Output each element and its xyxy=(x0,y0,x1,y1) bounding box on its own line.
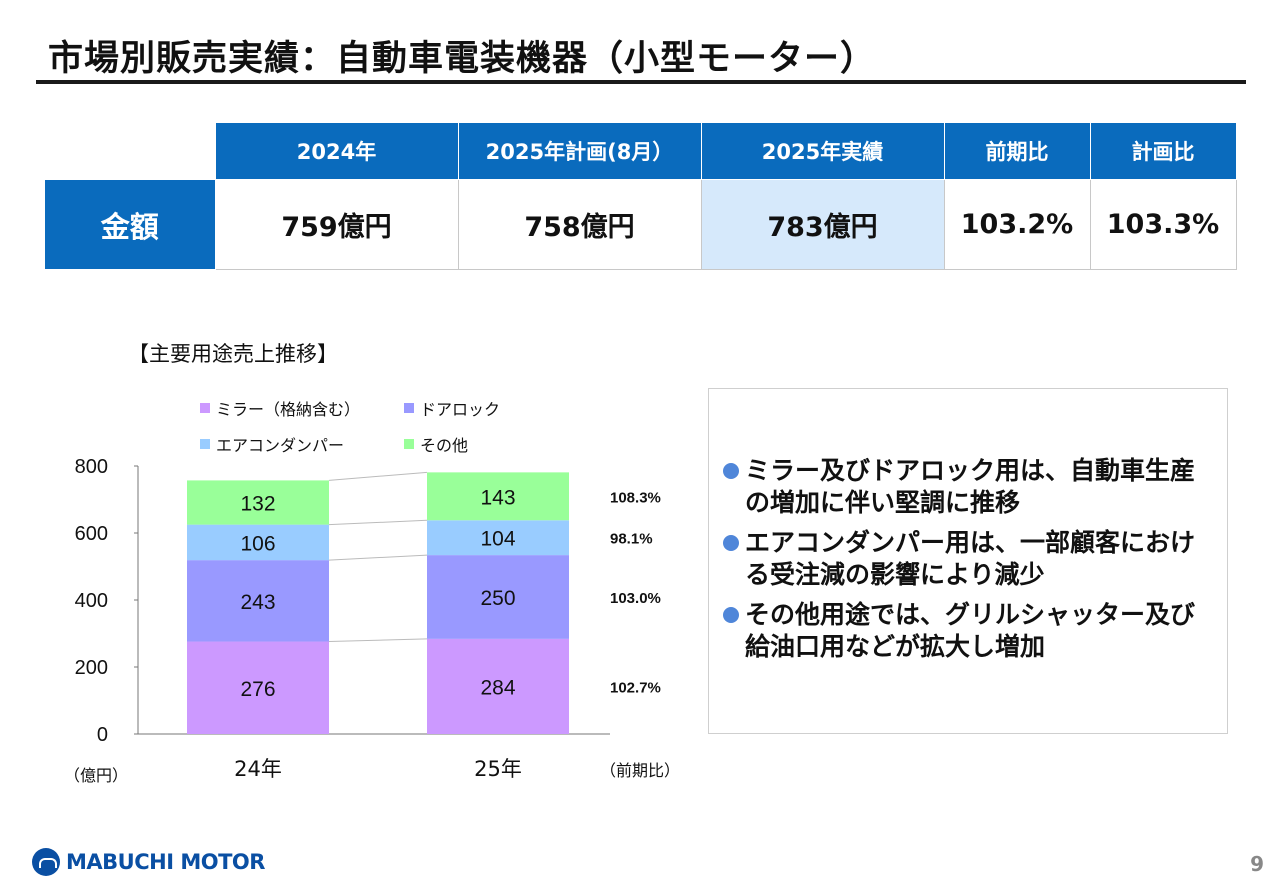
summary-header-row: 2024年 2025年計画(8月） 2025年実績 前期比 計画比 xyxy=(44,122,1237,180)
legend-item-aircon-damper: エアコンダンパー xyxy=(200,432,344,456)
legend-item-mirror: ミラー（格納含む） xyxy=(200,396,360,420)
connector-line xyxy=(328,638,428,643)
x-tick-label: 25年 xyxy=(474,757,522,781)
legend-item-doorlock: ドアロック xyxy=(404,396,500,420)
x-tick-label: 24年 xyxy=(234,757,282,781)
bar-segment xyxy=(427,638,569,734)
connector-line xyxy=(328,554,428,561)
legend-label-other: その他 xyxy=(420,436,469,455)
yoy-label: 98.1% xyxy=(610,531,653,548)
page-title: 市場別販売実績：自動車電装機器（小型モーター） xyxy=(48,39,877,79)
legend-label-doorlock: ドアロック xyxy=(420,400,501,419)
y-axis-unit-label: （億円） xyxy=(64,766,129,785)
bar-segment xyxy=(187,524,329,561)
summary-amount-row: 金額 759億円 758億円 783億円 103.2% 103.3% xyxy=(44,179,1237,270)
yoy-label: 102.7% xyxy=(610,679,661,696)
data-label: 243 xyxy=(240,591,275,614)
summary-value-2025-plan: 758億円 xyxy=(457,179,702,270)
bullet-dot-icon xyxy=(723,535,739,551)
commentary-text: エアコンダンパー用は、一部顧客における受注減の影響により減少 xyxy=(745,528,1196,589)
y-tick-label: 400 xyxy=(75,590,108,612)
yoy-label: 108.3% xyxy=(610,489,661,506)
bar-segment xyxy=(427,555,569,639)
y-tick-label: 200 xyxy=(75,657,108,679)
data-label: 284 xyxy=(480,676,515,699)
bar-segment xyxy=(427,520,569,556)
summary-row-label: 金額 xyxy=(44,179,216,270)
y-tick-label: 800 xyxy=(75,456,108,478)
summary-value-yoy: 103.2% xyxy=(943,179,1091,270)
legend-swatch-mirror xyxy=(200,403,210,413)
yoy-label: 103.0% xyxy=(610,590,661,607)
commentary-list: ミラー及びドアロック用は、自動車生産の増加に伴い堅調に推移 エアコンダンパー用は… xyxy=(723,455,1213,671)
summary-corner xyxy=(44,122,215,180)
bullet-dot-icon xyxy=(723,607,739,623)
bar-segment xyxy=(187,560,329,642)
y-tick-label: 0 xyxy=(97,724,108,746)
data-label: 250 xyxy=(480,587,515,610)
legend-swatch-aircon-damper xyxy=(200,439,210,449)
legend-label-mirror: ミラー（格納含む） xyxy=(216,400,361,419)
page-number: 9 xyxy=(1250,852,1264,876)
legend-label-aircon-damper: エアコンダンパー xyxy=(216,436,345,455)
company-logo-text: MABUCHI MOTOR xyxy=(66,850,265,874)
bar-segment xyxy=(187,641,329,734)
data-label: 106 xyxy=(240,532,275,555)
bar-segment xyxy=(427,472,569,521)
legend-item-other: その他 xyxy=(404,432,468,456)
summary-value-2024: 759億円 xyxy=(214,179,459,270)
commentary-text: ミラー及びドアロック用は、自動車生産の増加に伴い堅調に推移 xyxy=(745,456,1196,517)
commentary-item-aircon-damper: エアコンダンパー用は、一部顧客における受注減の影響により減少 xyxy=(723,527,1213,591)
company-logo: MABUCHI MOTOR xyxy=(32,848,265,876)
summary-header-2025-actual: 2025年実績 xyxy=(700,122,945,180)
summary-header-vs-plan: 計画比 xyxy=(1089,122,1237,180)
summary-table: 2024年 2025年計画(8月） 2025年実績 前期比 計画比 金額 759… xyxy=(44,122,1237,270)
title-divider xyxy=(36,80,1246,84)
data-label: 276 xyxy=(240,678,275,701)
legend-swatch-doorlock xyxy=(404,403,414,413)
bar-segment xyxy=(187,480,329,525)
connector-line xyxy=(328,519,428,526)
summary-value-2025-actual: 783億円 xyxy=(700,179,945,270)
commentary-box: ミラー及びドアロック用は、自動車生産の増加に伴い堅調に推移 エアコンダンパー用は… xyxy=(708,388,1228,734)
summary-value-vs-plan: 103.3% xyxy=(1089,179,1237,270)
data-label: 104 xyxy=(480,528,515,551)
data-label: 132 xyxy=(240,493,275,516)
connector-line xyxy=(328,471,428,481)
legend-swatch-other xyxy=(404,439,414,449)
data-label: 143 xyxy=(480,486,515,509)
bullet-dot-icon xyxy=(723,463,739,479)
commentary-text: その他用途では、グリルシャッター及び給油口用などが拡大し増加 xyxy=(745,600,1196,661)
y-tick-label: 600 xyxy=(75,523,108,545)
yoy-column-label: （前期比） xyxy=(600,761,681,780)
commentary-item-other: その他用途では、グリルシャッター及び給油口用などが拡大し増加 xyxy=(723,599,1213,663)
chart-heading: 【主要用途売上推移】 xyxy=(128,342,338,366)
mabuchi-logo-icon xyxy=(32,848,60,876)
commentary-item-mirror-doorlock: ミラー及びドアロック用は、自動車生産の増加に伴い堅調に推移 xyxy=(723,455,1213,519)
summary-header-yoy: 前期比 xyxy=(943,122,1091,180)
summary-header-2025-plan: 2025年計画(8月） xyxy=(457,122,702,180)
